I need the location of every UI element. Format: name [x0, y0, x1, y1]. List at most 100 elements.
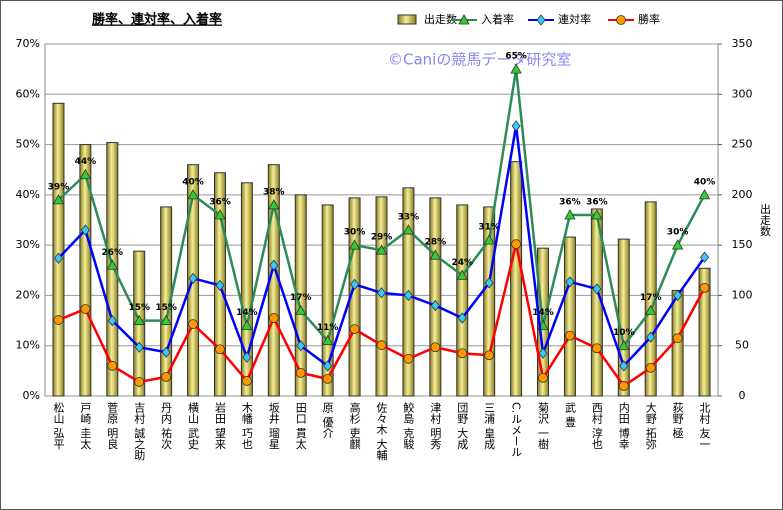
marker	[618, 339, 630, 351]
marker	[134, 341, 144, 353]
marker	[403, 289, 413, 302]
x-tick-label: 横山 武史	[187, 401, 200, 450]
y2-tick-label: 50	[735, 339, 749, 352]
marker	[430, 299, 440, 312]
x-tick-label: 松山 弘平	[52, 401, 65, 450]
bar	[294, 194, 307, 397]
marker	[215, 279, 225, 292]
marker	[242, 351, 252, 363]
marker	[215, 344, 225, 355]
x-tick-label: 西村 淳也	[590, 402, 603, 450]
marker	[350, 278, 360, 291]
bar	[563, 236, 576, 397]
marker	[79, 168, 92, 180]
marker	[268, 199, 280, 210]
marker	[673, 289, 683, 302]
marker	[592, 283, 602, 295]
bar	[321, 204, 334, 397]
marker	[134, 377, 145, 387]
marker	[80, 304, 91, 314]
marker	[645, 304, 657, 315]
x-tick-label: 丹内 祐次	[160, 402, 173, 450]
data-label: 14%	[532, 308, 554, 318]
data-label: 15%	[128, 303, 150, 313]
marker	[160, 314, 172, 325]
marker	[296, 340, 306, 352]
marker	[376, 287, 387, 299]
marker	[349, 324, 360, 335]
marker	[699, 282, 710, 293]
marker	[375, 244, 388, 255]
x-tick-label: 武 豊	[563, 402, 576, 428]
marker	[187, 189, 199, 200]
data-label: 36%	[586, 197, 608, 207]
data-label: 36%	[209, 197, 231, 207]
marker	[700, 251, 710, 263]
marker	[348, 239, 361, 250]
legend-swatch	[397, 14, 417, 25]
marker	[295, 304, 307, 315]
marker	[565, 330, 575, 341]
marker	[538, 372, 548, 383]
bar	[456, 204, 469, 397]
y-tick-label: 10%	[16, 339, 40, 352]
marker	[322, 374, 333, 384]
data-label: 30%	[667, 228, 689, 238]
y2-tick-label: 0	[739, 389, 746, 402]
marker	[484, 277, 494, 289]
marker	[483, 234, 495, 245]
marker	[429, 249, 442, 260]
marker	[188, 319, 198, 329]
data-label: 24%	[451, 258, 473, 268]
watermark: ©Caniの競馬データ研究室	[388, 51, 571, 69]
bar	[52, 102, 65, 397]
bar	[240, 182, 253, 397]
legend-marker	[616, 15, 626, 25]
legend-label: 勝率	[638, 12, 660, 26]
x-tick-label: 高杉 吏麒	[348, 401, 361, 450]
chart-title: 勝率、連対率、入着率	[92, 12, 222, 28]
marker	[618, 381, 629, 391]
legend-label: 連対率	[558, 12, 591, 26]
y2-tick-label: 100	[732, 288, 753, 301]
marker	[456, 269, 468, 280]
marker	[430, 342, 441, 353]
x-tick-label: 鮫島 克駿	[402, 401, 415, 450]
x-tick-label: 北村 友一	[698, 402, 711, 450]
y2-axis-label: 出走数	[759, 202, 772, 237]
data-label: 10%	[613, 328, 635, 338]
marker	[510, 63, 522, 74]
y-tick-label: 40%	[16, 188, 40, 201]
marker	[133, 314, 145, 325]
marker	[107, 314, 117, 327]
x-tick-label: 三浦 皇成	[483, 402, 496, 450]
data-label: 30%	[344, 228, 366, 238]
data-label: 14%	[236, 308, 258, 318]
x-tick-label: 荻野 極	[671, 402, 684, 439]
marker	[376, 340, 387, 351]
marker	[698, 189, 711, 200]
marker	[645, 362, 656, 373]
bar	[510, 161, 523, 397]
marker	[511, 239, 521, 250]
data-label: 17%	[290, 293, 312, 303]
x-tick-label: 原 優介	[321, 402, 334, 439]
x-tick-label: 大野 拓弥	[644, 401, 657, 450]
y2-tick-label: 200	[732, 188, 753, 201]
marker	[52, 194, 65, 205]
marker	[295, 367, 306, 378]
data-label: 40%	[694, 177, 716, 187]
data-label: 36%	[559, 197, 581, 207]
marker	[268, 313, 279, 323]
marker	[106, 259, 118, 270]
legend-label: 入着率	[481, 12, 514, 26]
marker	[107, 360, 118, 371]
marker	[646, 331, 656, 343]
data-label: 26%	[102, 248, 124, 258]
marker	[241, 376, 252, 386]
marker	[403, 353, 414, 364]
x-tick-label: 佐々木 大輔	[375, 401, 388, 461]
marker	[402, 224, 415, 235]
marker	[80, 224, 90, 236]
marker	[511, 120, 521, 132]
